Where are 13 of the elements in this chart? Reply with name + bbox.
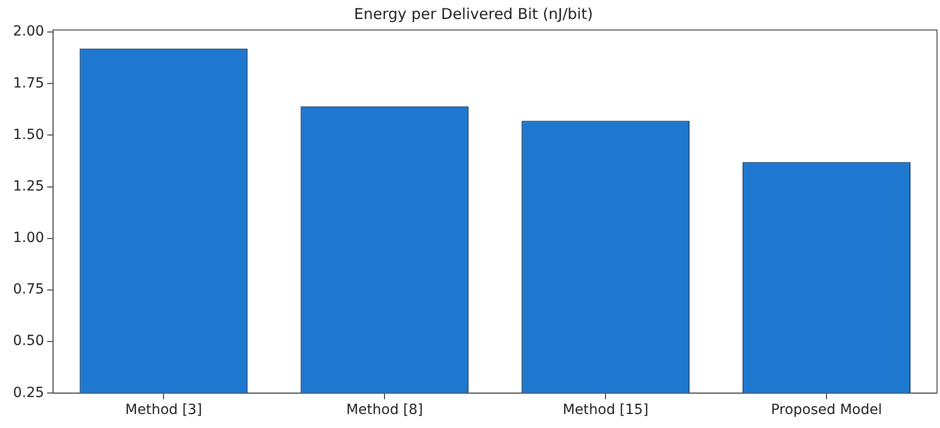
y-tick-label: 0.75	[13, 282, 44, 298]
y-tick-label: 1.75	[13, 75, 44, 92]
y-tick-label: 0.25	[13, 384, 44, 401]
x-tick-label: Method [15]	[562, 402, 648, 418]
x-tick-label: Method [8]	[346, 402, 424, 418]
y-tick-label: 2.00	[13, 24, 44, 40]
x-tick-label: Proposed Model	[771, 402, 882, 418]
y-tick-label: 1.25	[13, 178, 44, 194]
y-tick-label: 1.00	[13, 230, 44, 246]
y-tick-label: 0.50	[13, 333, 44, 350]
y-tick-label: 1.50	[13, 126, 44, 143]
chart-title: Energy per Delivered Bit (nJ/bit)	[354, 4, 593, 23]
x-tick-label: Method [3]	[125, 402, 202, 418]
